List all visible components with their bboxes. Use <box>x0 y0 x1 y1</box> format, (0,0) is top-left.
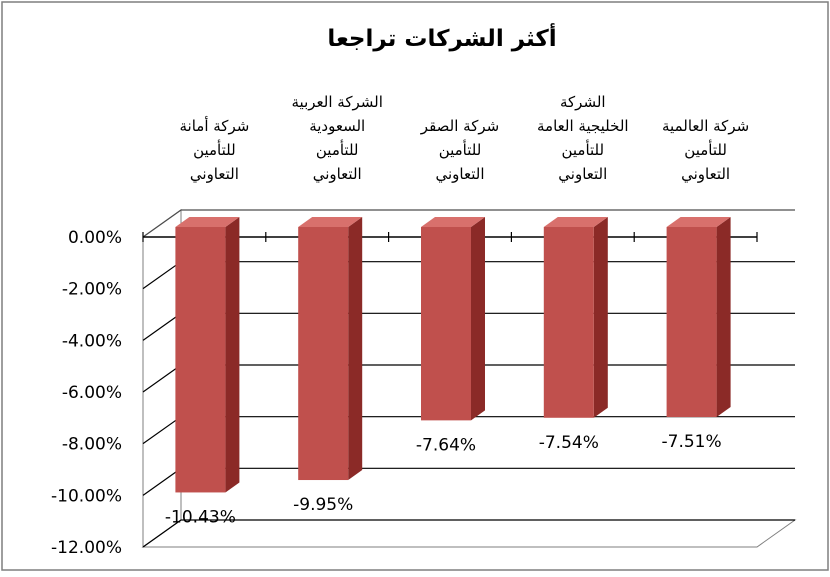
bar-front <box>298 227 349 481</box>
category-label-line: للتأمين <box>684 139 727 159</box>
y-tick-label: -8.00% <box>62 435 122 455</box>
y-tick-label: -6.00% <box>62 383 122 403</box>
category-label-line: للتأمين <box>439 139 482 159</box>
bar-side <box>716 217 731 418</box>
y-tick-label: -4.00% <box>62 331 122 351</box>
gridline <box>142 519 795 548</box>
bar-front <box>666 227 717 418</box>
category-label-line: للتأمين <box>561 139 604 159</box>
category-label-line: التعاوني <box>681 165 730 184</box>
category-label-line: التعاوني <box>436 165 485 184</box>
category-label-line: الخليجية العامة <box>537 117 629 135</box>
category-label-line: التعاوني <box>190 165 239 184</box>
category-label-line: شركة العالمية <box>662 117 749 135</box>
y-tick-label: -12.00% <box>51 538 122 558</box>
chart-title: أكثر الشركات تراجعا <box>327 22 556 52</box>
bar-side <box>225 217 240 493</box>
bar <box>175 217 240 493</box>
category-label-line: السعودية <box>309 117 365 135</box>
category-label-line: التعاوني <box>313 165 362 184</box>
y-tick-label: -2.00% <box>62 280 122 300</box>
category-label-line: الشركة <box>560 93 606 111</box>
data-label: -10.43% <box>165 507 236 527</box>
y-tick-label: 0.00% <box>68 228 122 248</box>
bar <box>543 217 608 418</box>
category-label-line: شركة أمانة <box>180 116 250 135</box>
data-label: -7.54% <box>539 433 599 453</box>
category-label: الشركة الخليجية العامة للتأمين التعاوني <box>537 93 629 184</box>
category-label: شركة أمانة للتأمين التعاوني <box>180 116 250 184</box>
category-label-line: للتأمين <box>316 139 359 159</box>
bar-top <box>175 217 240 227</box>
gridline <box>142 209 795 238</box>
y-tick-label: -10.00% <box>51 486 122 506</box>
bar <box>298 217 363 481</box>
bar <box>666 217 731 418</box>
bar <box>421 217 485 421</box>
data-label: -9.95% <box>293 495 353 515</box>
data-label: -7.51% <box>662 432 722 452</box>
bar-front <box>543 227 594 418</box>
bar-side <box>348 217 363 481</box>
bar-side <box>471 217 485 421</box>
data-label: -7.64% <box>416 435 476 455</box>
bar-front <box>421 227 471 421</box>
category-label: شركة العالمية للتأمين التعاوني <box>662 117 749 184</box>
category-label-line: شركة الصقر <box>420 117 499 135</box>
bar-front <box>175 227 226 493</box>
bar-top <box>666 217 731 227</box>
bar-top <box>543 217 608 227</box>
category-label-line: الشركة العربية <box>292 93 383 111</box>
bar-side <box>593 217 608 418</box>
category-label: الشركة العربية السعودية للتأمين التعاوني <box>292 93 383 184</box>
bar-top <box>298 217 363 227</box>
category-label-line: للتأمين <box>193 139 236 159</box>
bar-top <box>421 217 485 227</box>
category-label: شركة الصقر للتأمين التعاوني <box>420 117 499 184</box>
category-label-line: التعاوني <box>558 165 607 184</box>
